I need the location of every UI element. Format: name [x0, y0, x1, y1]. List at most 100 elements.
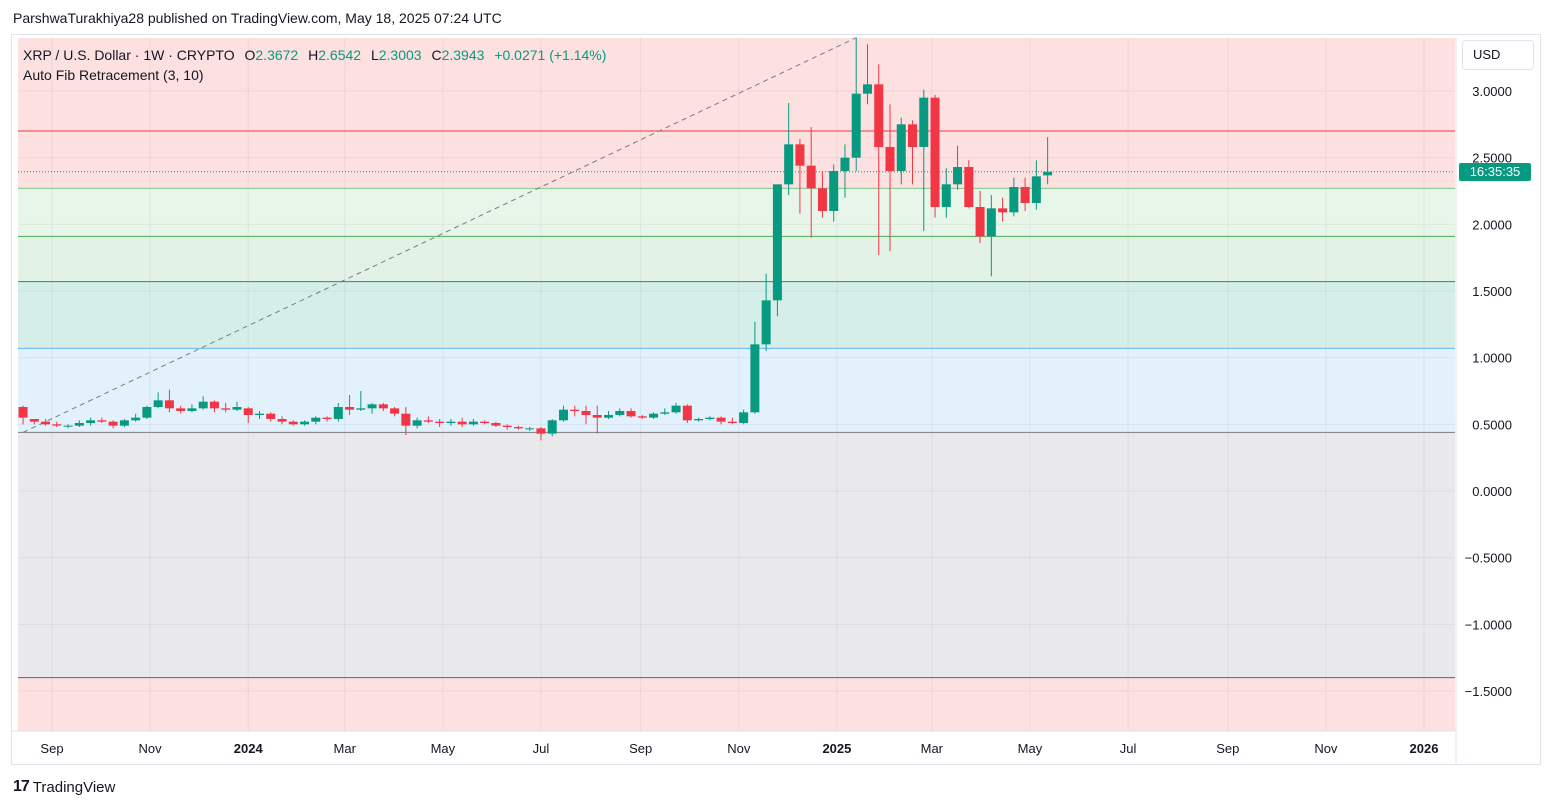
candle-body	[953, 167, 963, 185]
candle	[1020, 177, 1030, 211]
candle	[705, 416, 715, 421]
candle-body	[502, 425, 512, 427]
candle	[142, 405, 152, 419]
trend-line	[22, 37, 857, 433]
candle	[795, 139, 805, 214]
price-tick-label: 2.5000	[1472, 151, 1512, 166]
candle-body	[750, 344, 760, 413]
open-value: 2.3672	[255, 47, 299, 63]
candle-body	[671, 405, 681, 413]
candle	[1031, 160, 1041, 210]
price-tick-label: 3.0000	[1472, 84, 1512, 99]
close-value: 2.3943	[441, 47, 485, 63]
candle-body	[851, 93, 861, 158]
candle-body	[1043, 171, 1053, 176]
candle	[581, 405, 591, 425]
candle-body	[243, 408, 253, 415]
candle	[29, 419, 39, 425]
candle	[727, 417, 737, 425]
candle-body	[874, 84, 884, 147]
candle	[266, 412, 276, 422]
price-tick-label: 2.0000	[1472, 217, 1512, 232]
candle-body	[558, 409, 568, 421]
candle	[851, 37, 861, 171]
candle	[412, 417, 422, 429]
price-tick-label: −1.0000	[1465, 617, 1512, 632]
candle	[41, 419, 51, 426]
candle	[131, 413, 141, 422]
symbol-label[interactable]: XRP / U.S. Dollar · 1W · CRYPTO	[23, 47, 235, 63]
candle-body	[525, 428, 535, 430]
candle	[345, 395, 355, 415]
price-tick-label: 0.5000	[1472, 417, 1512, 432]
candle-body	[356, 408, 366, 410]
time-tick-label: May	[431, 741, 456, 756]
candle-body	[401, 413, 411, 426]
candle-body	[919, 97, 929, 147]
time-tick-label: Sep	[40, 741, 63, 756]
candle-body	[119, 420, 129, 426]
candle-body	[581, 411, 591, 415]
fib-zone-bottom	[18, 677, 1455, 731]
open-label: O	[244, 47, 256, 63]
footer-brand[interactable]: 17 TradingView	[13, 778, 115, 796]
candle	[446, 419, 456, 426]
currency-button[interactable]: USD	[1462, 40, 1534, 70]
candle-body	[41, 421, 51, 425]
candle	[423, 416, 433, 423]
candle-body	[176, 408, 186, 411]
candle-body	[322, 417, 332, 419]
time-tick-label: Mar	[921, 741, 944, 756]
candle-body	[761, 300, 771, 345]
candle-body	[468, 421, 478, 425]
candle-body	[108, 421, 118, 426]
candle	[953, 145, 963, 190]
indicator-label[interactable]: Auto Fib Retracement (3, 10)	[23, 67, 204, 83]
candle	[232, 401, 242, 411]
candle	[74, 420, 84, 427]
candle	[761, 273, 771, 351]
candle-body	[491, 423, 501, 426]
candle	[390, 407, 400, 417]
candle-body	[29, 419, 39, 422]
price-axis: 3.0000 2.5000 2.0000 1.5000 1.0000 0.5000 0.00…	[1455, 38, 1512, 765]
ohlc-row: XRP / U.S. Dollar · 1W · CRYPTO O2.3672 …	[23, 45, 606, 65]
candle	[187, 404, 197, 413]
candle	[254, 411, 264, 419]
grid-lines	[18, 38, 1455, 731]
candle-body	[311, 417, 321, 422]
candle	[468, 419, 478, 426]
candle-body	[142, 407, 152, 418]
candle-body	[930, 97, 940, 207]
candle	[660, 408, 670, 415]
candle-body	[964, 167, 974, 207]
candle-body	[649, 413, 659, 418]
candle	[908, 120, 918, 185]
brand-name: TradingView	[32, 778, 116, 796]
candle-body	[885, 147, 895, 171]
fib-zone	[18, 188, 1455, 237]
candle	[513, 425, 523, 430]
candle-body	[829, 171, 839, 211]
candle	[806, 127, 816, 238]
candle	[941, 168, 951, 218]
candle	[739, 409, 749, 425]
candle	[682, 404, 692, 423]
fib-zone-top	[18, 38, 1455, 131]
candle	[558, 405, 568, 422]
candle-body	[739, 412, 749, 423]
candle	[637, 415, 647, 419]
candle	[547, 419, 557, 437]
candle-body	[412, 420, 422, 426]
time-tick-label: Nov	[139, 741, 163, 756]
candle-body	[153, 400, 163, 407]
candle	[221, 403, 231, 413]
price-tick-label: 0.0000	[1472, 484, 1512, 499]
candle	[772, 184, 782, 317]
low-value: 2.3003	[378, 47, 422, 63]
candle-body	[480, 421, 490, 423]
candle	[300, 420, 310, 426]
candle	[975, 191, 985, 243]
candle-body	[221, 408, 231, 410]
